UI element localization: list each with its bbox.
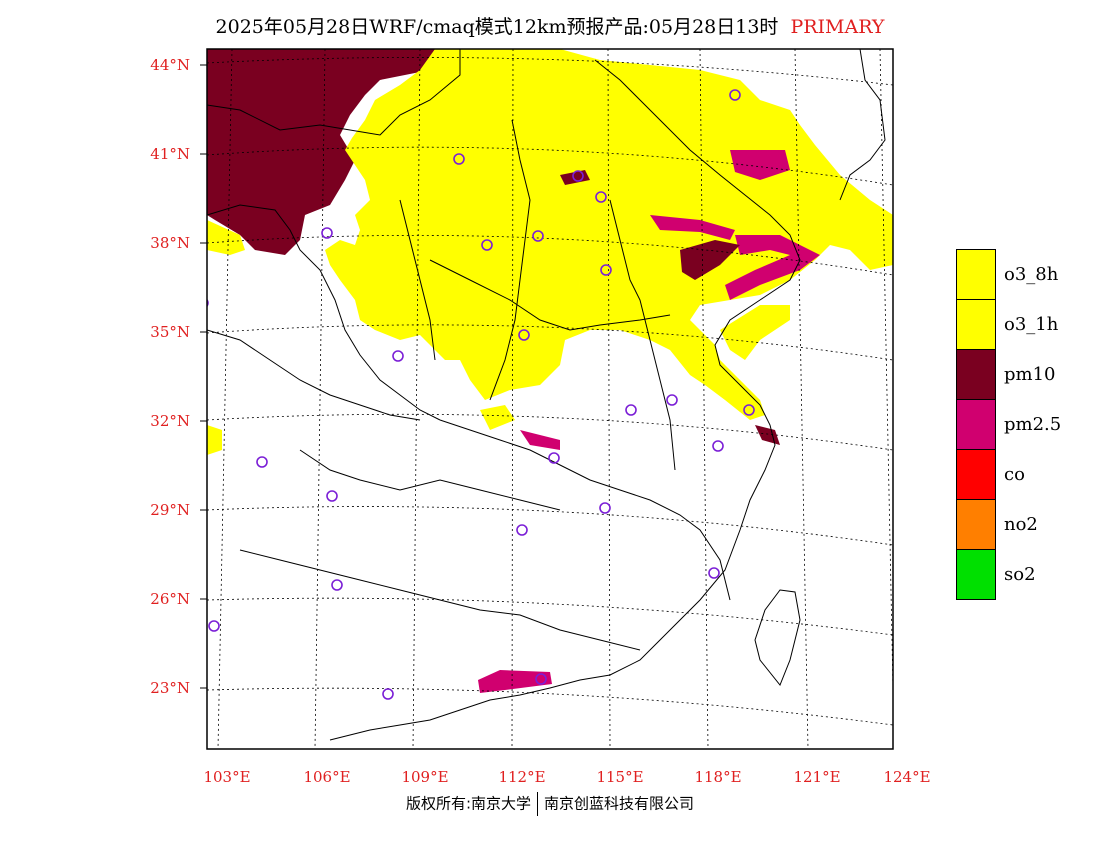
lon-tick-label: 103°E [203, 768, 250, 786]
station-marker [548, 452, 560, 464]
legend-item-pm25: pm2.5 [956, 399, 1061, 449]
lat-tick-label: 23°N [150, 679, 190, 697]
station-marker [518, 329, 530, 341]
lon-tick-label: 118°E [694, 768, 741, 786]
station-marker [729, 89, 741, 101]
o3-area-west [207, 220, 245, 255]
legend-label: co [1004, 463, 1025, 485]
station-marker [572, 170, 584, 182]
legend-swatch [956, 548, 996, 600]
station-marker [708, 567, 720, 579]
o3-area-hubei [480, 405, 515, 430]
station-marker [743, 404, 755, 416]
legend-swatch [956, 499, 996, 549]
station-marker [595, 191, 607, 203]
lon-tick-label: 124°E [883, 768, 930, 786]
copyright: 版权所有:南京大学 南京创蓝科技有限公司 [0, 792, 1100, 816]
pm10-area-northwest [207, 49, 435, 255]
station-marker [712, 440, 724, 452]
lon-tick-label: 106°E [303, 768, 350, 786]
station-marker [666, 394, 678, 406]
pm25-area-guangdong [478, 670, 552, 693]
legend-item-so2: so2 [956, 548, 1061, 600]
station-marker [392, 350, 404, 362]
station-marker [599, 502, 611, 514]
monitoring-stations [207, 89, 755, 700]
o3-area-north-china [325, 49, 893, 420]
lon-tick-label: 121°E [793, 768, 840, 786]
pm10-area-hebei [680, 240, 740, 280]
legend-label: o3_1h [1004, 313, 1059, 335]
lon-tick-label: 109°E [401, 768, 448, 786]
legend-swatch [956, 399, 996, 449]
legend-item-co: co [956, 449, 1061, 499]
station-marker [516, 524, 528, 536]
legend: o3_8h o3_1h pm10 pm2.5 co no2 so2 [956, 249, 1061, 600]
graticule [207, 49, 893, 749]
legend-item-no2: no2 [956, 499, 1061, 549]
lat-tick-label: 29°N [150, 501, 190, 519]
legend-swatch [956, 349, 996, 399]
legend-swatch [956, 449, 996, 499]
station-marker [331, 579, 343, 591]
copyright-separator [537, 792, 539, 816]
lat-tick-label: 41°N [150, 145, 190, 163]
legend-item-o3-8h: o3_8h [956, 249, 1061, 299]
legend-swatch [956, 249, 996, 299]
station-marker [321, 227, 333, 239]
station-marker [532, 230, 544, 242]
station-marker [625, 404, 637, 416]
legend-item-pm10: pm10 [956, 349, 1061, 399]
map-plot-area [207, 49, 893, 749]
station-marker [382, 688, 394, 700]
station-marker [326, 490, 338, 502]
legend-label: o3_8h [1004, 263, 1059, 285]
station-marker [453, 153, 465, 165]
lat-tick-label: 35°N [150, 323, 190, 341]
lat-tick-label: 32°N [150, 412, 190, 430]
axis-ticks: 44°N 41°N 38°N 35°N 32°N 29°N 26°N 23°N 103°E 106… [150, 56, 930, 786]
station-marker [207, 298, 209, 308]
copyright-left: 版权所有:南京大学 [405, 794, 532, 813]
station-marker [535, 673, 547, 685]
plot-frame [206, 48, 894, 750]
o3-area-sichuan-edge [207, 425, 222, 455]
legend-item-o3-1h: o3_1h [956, 299, 1061, 349]
boundaries [207, 49, 886, 741]
pm25-area-hubei [520, 430, 560, 450]
station-marker [600, 264, 612, 276]
station-marker [256, 456, 268, 468]
station-marker [481, 239, 493, 251]
lat-tick-label: 44°N [150, 56, 190, 74]
lat-tick-label: 26°N [150, 590, 190, 608]
pm25-area-tianjin [650, 215, 735, 240]
station-marker [208, 620, 220, 632]
title-main: 2025年05月28日WRF/cmaq模式12km预报产品:05月28日13时 [215, 16, 779, 38]
legend-swatch [956, 299, 996, 349]
lon-tick-label: 112°E [498, 768, 545, 786]
title-primary-tag: PRIMARY [790, 16, 885, 38]
copyright-right: 南京创蓝科技有限公司 [544, 794, 695, 813]
o3-area-coast [720, 305, 790, 360]
lat-tick-label: 38°N [150, 234, 190, 252]
legend-label: pm10 [1004, 363, 1056, 385]
legend-label: no2 [1004, 513, 1038, 535]
map-title: 2025年05月28日WRF/cmaq模式12km预报产品:05月28日13时 P… [0, 12, 1100, 39]
legend-label: so2 [1004, 563, 1036, 585]
pm25-area-beijing [730, 150, 790, 180]
lon-tick-label: 115°E [596, 768, 643, 786]
legend-label: pm2.5 [1004, 413, 1062, 435]
